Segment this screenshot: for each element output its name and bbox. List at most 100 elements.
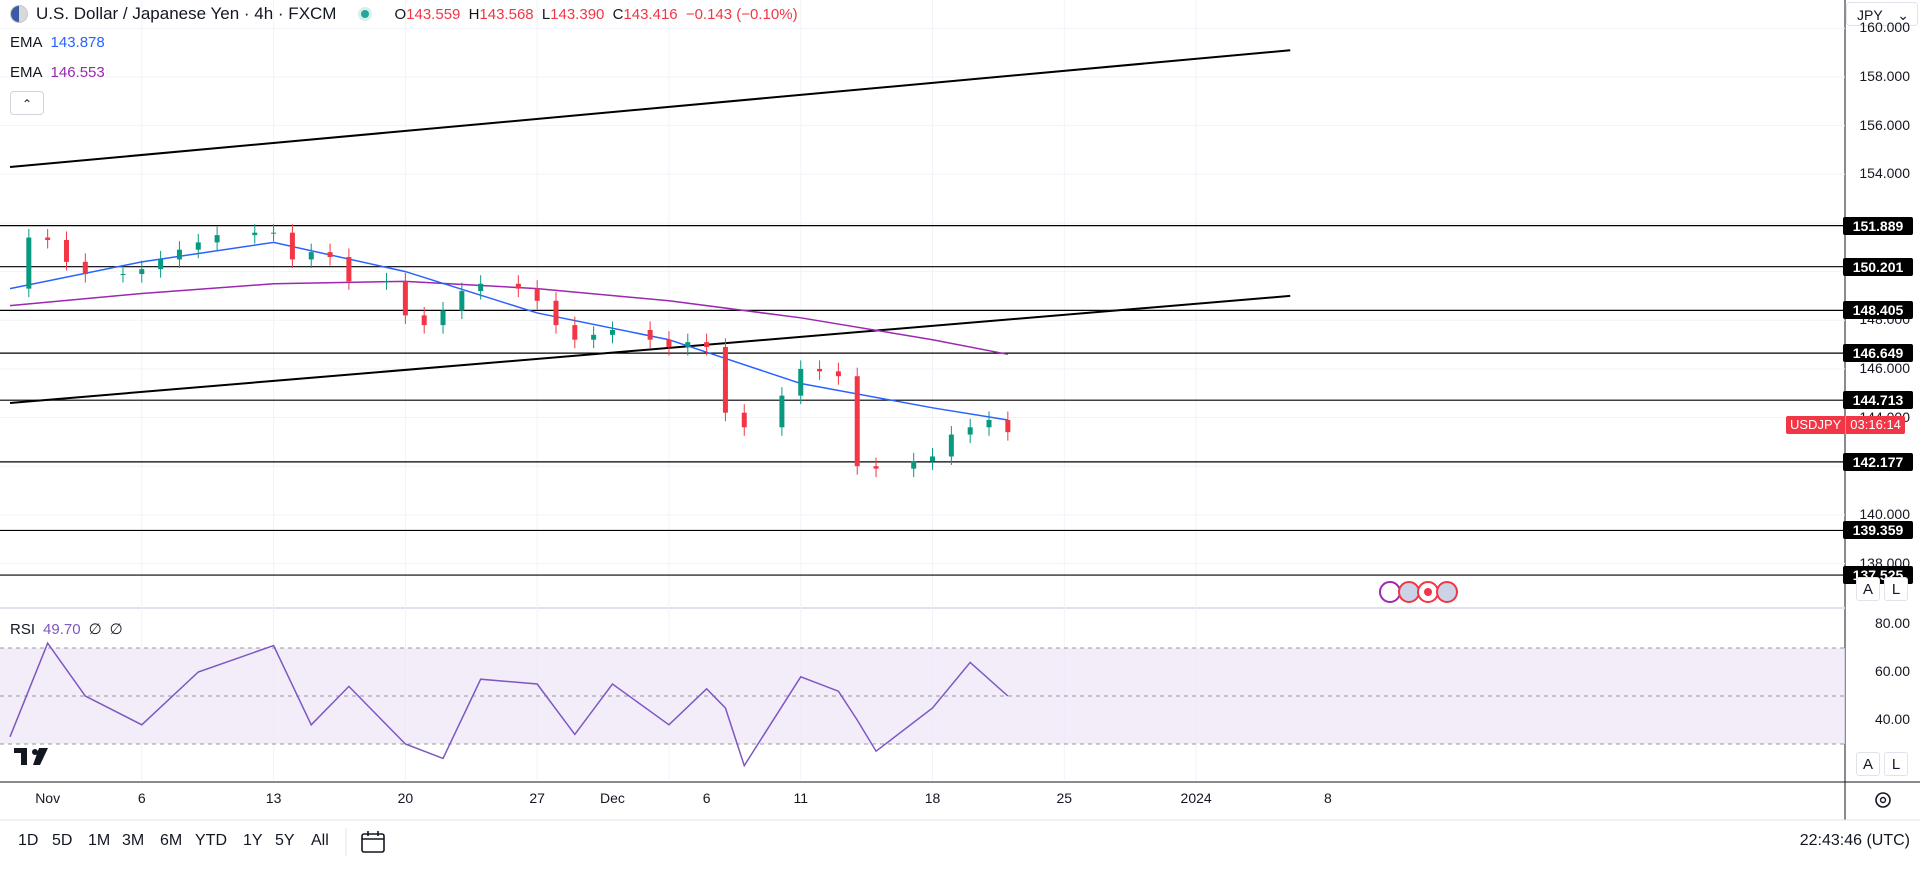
low-value: 143.390 — [550, 5, 605, 23]
candle-body — [271, 232, 277, 234]
ema-slow-legend[interactable]: EMA 146.553 — [10, 64, 105, 81]
rsi-line — [9, 641, 1009, 768]
rsi-value: 49.70 — [43, 620, 81, 638]
time-tick-label: 8 — [1323, 790, 1332, 806]
candle-body — [967, 427, 973, 435]
level-price-label: 139.359 — [1843, 521, 1913, 540]
range-button-3m[interactable]: 3M — [122, 832, 145, 849]
ema-fast-line — [9, 241, 1008, 421]
support-resistance-levels[interactable] — [0, 225, 1845, 576]
candle-body — [779, 395, 785, 428]
time-tick-label: 18 — [924, 790, 941, 806]
candle-body — [854, 376, 860, 467]
level-price-label: 150.201 — [1843, 257, 1913, 276]
candle-body — [948, 434, 954, 457]
price-tick-label: 158.000 — [1859, 67, 1910, 84]
candle-body — [459, 291, 465, 311]
candle-body — [402, 281, 408, 316]
range-button-1y[interactable]: 1Y — [243, 832, 263, 849]
range-button-5d[interactable]: 5D — [52, 832, 73, 849]
range-button-5y[interactable]: 5Y — [275, 832, 295, 849]
candle-body — [930, 456, 936, 462]
candle-body — [986, 419, 992, 428]
candle-body — [26, 237, 32, 289]
us-flag-icon[interactable] — [1398, 581, 1420, 603]
candle-body — [817, 368, 823, 372]
level-price-label: 142.177 — [1843, 452, 1913, 471]
change-value: −0.143 (−0.10%) — [685, 5, 798, 23]
ema-fast-legend[interactable]: EMA 143.878 — [10, 34, 105, 51]
candle-body — [798, 368, 804, 396]
candle-body — [82, 261, 88, 275]
us-flag-icon-2[interactable] — [1436, 581, 1458, 603]
candle-body — [553, 300, 559, 326]
event-icon[interactable] — [1379, 581, 1401, 603]
time-tick-label: Dec — [600, 790, 625, 806]
trendline — [9, 49, 1291, 168]
symbol-price-tag: USDJPY 03:16:14 — [1786, 416, 1905, 434]
time-tick-label: 11 — [793, 790, 809, 806]
candle-body — [158, 259, 164, 270]
currency-selector[interactable]: JPY ⌄ — [1846, 2, 1918, 26]
rsi-tick-label: 80.00 — [1874, 615, 1910, 631]
time-tick-label: 2024 — [1180, 790, 1212, 806]
rsi-param-2: ∅ — [109, 621, 123, 638]
candle-body — [214, 235, 220, 243]
open-value: 143.559 — [406, 5, 461, 23]
ema-slow-value: 146.553 — [50, 64, 105, 81]
candle-body — [609, 329, 615, 335]
range-button-ytd[interactable]: YTD — [195, 832, 227, 849]
trendlines[interactable] — [9, 49, 1291, 404]
price-tick-label: 156.000 — [1859, 116, 1910, 133]
price-auto-scale-button[interactable]: A — [1856, 577, 1880, 601]
rsi-auto-scale-button[interactable]: A — [1856, 752, 1880, 776]
jp-flag-dot — [1424, 588, 1432, 596]
candle-body — [685, 342, 691, 348]
range-button-1m[interactable]: 1M — [88, 832, 111, 849]
candle-body — [478, 283, 484, 292]
candle-body — [421, 315, 427, 326]
countdown-timer: 03:16:14 — [1845, 416, 1905, 434]
market-status-icon — [358, 7, 373, 21]
range-button-1d[interactable]: 1D — [18, 832, 39, 849]
tradingview-logo — [14, 748, 48, 765]
symbol-legend: U.S. Dollar / Japanese Yen · 4h · FXCM O… — [10, 4, 798, 24]
ema-fast-value: 143.878 — [50, 34, 105, 51]
time-tick-label: 6 — [702, 790, 711, 806]
chevron-down-icon: ⌄ — [1897, 7, 1909, 23]
candle-body — [327, 252, 333, 257]
range-button-6m[interactable]: 6M — [160, 832, 183, 849]
range-button-all[interactable]: All — [311, 832, 329, 849]
symbol-title[interactable]: U.S. Dollar / Japanese Yen · 4h · FXCM — [36, 4, 337, 23]
time-tick-label: Nov — [35, 790, 61, 806]
candle-body — [722, 347, 728, 413]
price-tick-label: 140.000 — [1859, 505, 1910, 522]
economic-events[interactable] — [1379, 581, 1458, 603]
symbol-tag-label: USDJPY — [1790, 417, 1842, 432]
candle-body — [515, 283, 521, 289]
candle-body — [176, 249, 182, 260]
rsi-legend[interactable]: RSI 49.70 ∅ ∅ — [10, 620, 123, 639]
candle-body — [139, 269, 145, 275]
chevron-up-icon: ⌃ — [21, 97, 33, 111]
candle-body — [308, 252, 314, 260]
currency-label: JPY — [1857, 7, 1883, 23]
calendar-icon[interactable] — [361, 831, 385, 853]
time-tick-label: 13 — [265, 790, 282, 806]
collapse-legend-button[interactable]: ⌃ — [10, 91, 44, 115]
candlesticks — [26, 224, 1011, 478]
time-tick-label: 6 — [137, 790, 146, 806]
price-log-scale-button[interactable]: L — [1884, 577, 1908, 601]
rsi-log-scale-button[interactable]: L — [1884, 752, 1908, 776]
utc-clock[interactable]: 22:43:46 (UTC) — [1799, 832, 1910, 849]
price-tick-label: 154.000 — [1859, 165, 1910, 182]
candle-body — [289, 232, 295, 260]
level-price-label: 148.405 — [1843, 301, 1913, 320]
candle-body — [346, 256, 352, 282]
candle-body — [120, 274, 126, 276]
gear-icon[interactable] — [1875, 792, 1891, 808]
candle-body — [63, 239, 69, 262]
price-tick-label: 160.000 — [1859, 19, 1910, 36]
currency-pair-flag-icon — [10, 5, 28, 23]
